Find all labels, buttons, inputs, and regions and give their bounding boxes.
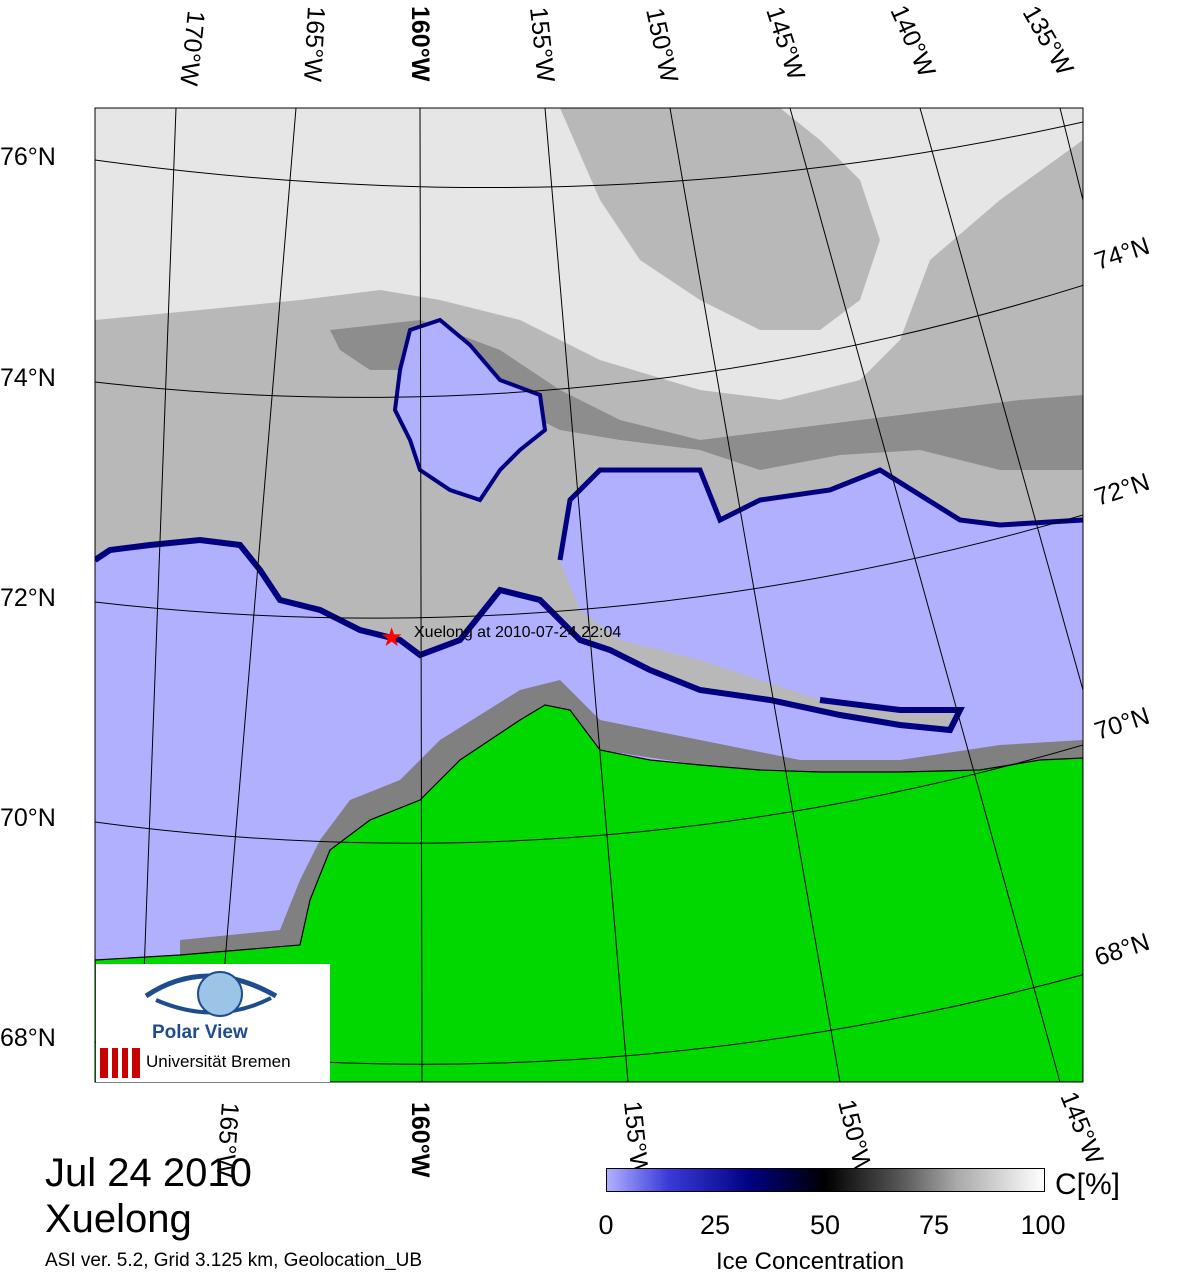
colorbar-tick: 25	[699, 1210, 731, 1240]
lon-label-bottom-165w: 165°W	[211, 1102, 244, 1179]
sea-ice-high-concentration	[95, 108, 1083, 400]
lon-label-top-160w: 160°W	[406, 6, 434, 82]
logo-name: Polar View	[152, 1022, 248, 1043]
longitude-line-165w	[214, 108, 297, 1082]
lon-label-top-165w: 165°W	[298, 6, 330, 83]
colorbar-tick: 75	[918, 1210, 950, 1240]
longitude-line-135w	[1059, 108, 1083, 201]
lat-label-72n: 72°N	[0, 584, 56, 612]
map-date: Jul 24 2010	[45, 1151, 252, 1195]
lon-label-top-170w: 170°W	[174, 9, 210, 87]
university-emblem-icon	[100, 1048, 140, 1078]
longitude-line-170w	[139, 108, 177, 1082]
coastal-mask	[180, 680, 1083, 960]
latitude-line-70n	[95, 744, 1083, 844]
latitude-line-74n	[95, 284, 1083, 398]
logo-institution: Universität Bremen	[146, 1052, 291, 1071]
lon-label-bottom-160w: 160°W	[406, 1102, 434, 1178]
colorbar-tick: 50	[809, 1210, 841, 1240]
sea-ice-low-concentration	[330, 320, 1083, 470]
lon-label-top-145w: 145°W	[760, 3, 810, 84]
longitude-line-160w	[419, 108, 423, 1082]
lon-label-bottom-155w: 155°W	[618, 1100, 654, 1178]
longitude-line-155w	[544, 108, 629, 1082]
eye-icon	[144, 971, 278, 1017]
longitude-line-150w	[669, 108, 841, 1082]
ship-marker-star-icon[interactable]: ★	[380, 622, 403, 652]
lon-label-top-155w: 155°W	[524, 6, 560, 84]
longitude-line-140w	[919, 108, 1083, 691]
colorbar-unit: C[%]	[1055, 1168, 1121, 1201]
lat-label-70n: 70°N	[0, 804, 56, 832]
colorbar-tick: 0	[598, 1210, 614, 1240]
longitude-line-145w	[789, 108, 1061, 1082]
lon-label-top-135w: 135°W	[1017, 1, 1079, 81]
lat-label-right-70n: 70°N	[1091, 702, 1153, 746]
latitude-line-72n	[95, 514, 1083, 619]
lon-label-top-140w: 140°W	[885, 1, 941, 82]
lat-label-68n: 68°N	[0, 1024, 56, 1052]
polynya	[392, 317, 548, 503]
lat-label-right-68n: 68°N	[1091, 928, 1153, 972]
lon-label-top-150w: 150°W	[640, 5, 683, 85]
colorbar-tick: 100	[1020, 1210, 1066, 1240]
ice-concentration-colorbar	[606, 1168, 1045, 1192]
lon-label-bottom-145w: 145°W	[1054, 1088, 1108, 1169]
colorbar-title: Ice Concentration	[716, 1248, 905, 1275]
lat-label-right-74n: 74°N	[1091, 232, 1153, 276]
product-info: ASI ver. 5.2, Grid 3.125 km, Geolocation…	[45, 1250, 423, 1271]
vessel-name: Xuelong	[45, 1197, 192, 1241]
lat-label-74n: 74°N	[0, 364, 56, 392]
latitude-line-76n	[95, 121, 1083, 188]
ship-marker-label: Xuelong at 2010-07-24 22:04	[414, 624, 621, 641]
land-alaska	[95, 704, 1083, 1082]
map-frame	[94, 107, 1084, 1083]
lat-label-76n: 76°N	[0, 143, 56, 171]
lat-label-right-72n: 72°N	[1091, 468, 1153, 512]
lon-label-bottom-150w: 150°W	[832, 1097, 877, 1177]
ice-edge	[95, 536, 965, 734]
polar-view-logo: Polar View Universität Bremen	[96, 964, 330, 1082]
